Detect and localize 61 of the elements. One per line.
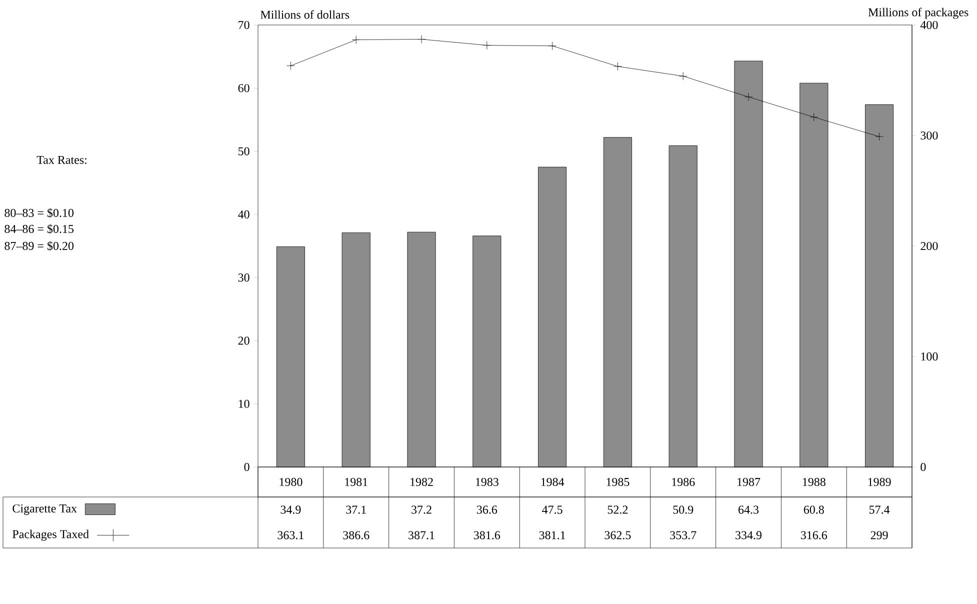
text: Tax Rates: <box>36 156 86 164</box>
x-tick-label: 1984 <box>541 478 564 486</box>
y-tick-label: 70 <box>238 20 250 30</box>
data-label: 316.6 <box>800 531 828 540</box>
x-tick-label: 1989 <box>868 478 891 486</box>
x-tick-label: 1980 <box>280 478 302 486</box>
x-tick-label: 1982 <box>410 478 433 486</box>
y2-tick-label: 100 <box>921 352 938 361</box>
y-tick-label: 50 <box>238 147 250 156</box>
point <box>875 132 884 141</box>
y2-tick-label: 400 <box>920 20 938 30</box>
point <box>810 112 818 122</box>
y-tick-label: 60 <box>238 84 250 92</box>
point <box>286 62 295 70</box>
data-label: 299 <box>870 531 888 540</box>
point <box>548 42 557 50</box>
y2-axis-title: Millions of packages <box>868 8 968 19</box>
y-tick-label: 30 <box>238 274 250 282</box>
data-label: 37.1 <box>346 506 366 514</box>
point <box>352 36 360 44</box>
y2-tick-label: 0 <box>920 462 926 472</box>
data-label: 57.4 <box>869 506 890 514</box>
data-label: 381.1 <box>539 531 566 540</box>
data-label: 50.9 <box>673 506 694 514</box>
y-tick-label: 0 <box>244 462 250 472</box>
point <box>614 62 622 71</box>
data-label: 386.6 <box>343 531 370 540</box>
x-tick-label: 1988 <box>802 478 826 486</box>
data-label: 362.5 <box>604 531 631 540</box>
data-label: 363.1 <box>278 531 304 540</box>
data-label: 36.6 <box>476 506 498 514</box>
x-tick-label: 1983 <box>476 478 498 486</box>
x-tick-label: 1981 <box>345 478 368 486</box>
y2-tick-label: 200 <box>920 242 938 250</box>
text: 80–83 = $0.10 <box>4 208 74 218</box>
point <box>678 72 688 80</box>
y2-tick-label: 300 <box>920 131 938 140</box>
data-label: 52.2 <box>608 506 628 514</box>
text: 84–86 = $0.15 <box>4 224 74 234</box>
x-tick-label: 1986 <box>672 478 695 486</box>
y-tick-label: 40 <box>238 210 250 218</box>
x-tick-label: 1985 <box>606 478 630 486</box>
data-label: 334.9 <box>736 531 762 540</box>
data-label: 37.2 <box>412 506 432 514</box>
data-label: 47.5 <box>542 506 562 514</box>
data-label: 353.7 <box>670 531 696 540</box>
data-label: 387.1 <box>408 531 434 540</box>
y-axis-title: Millions of dollars <box>260 10 350 19</box>
data-label: 381.6 <box>474 531 500 540</box>
point <box>417 35 426 44</box>
point <box>482 41 492 50</box>
x-tick-label: 1987 <box>738 478 760 486</box>
legend-label: Packages Taxed <box>12 530 89 541</box>
point <box>744 92 753 102</box>
data-label: 60.8 <box>804 506 824 514</box>
text: 87–89 = $0.20 <box>4 241 74 251</box>
y-tick-label: 20 <box>238 336 250 345</box>
legend-label: Cigarette Tax <box>12 504 77 515</box>
data-label: 64.3 <box>738 506 759 514</box>
y-tick-label: 10 <box>238 400 250 408</box>
data-label: 34.9 <box>280 506 301 514</box>
